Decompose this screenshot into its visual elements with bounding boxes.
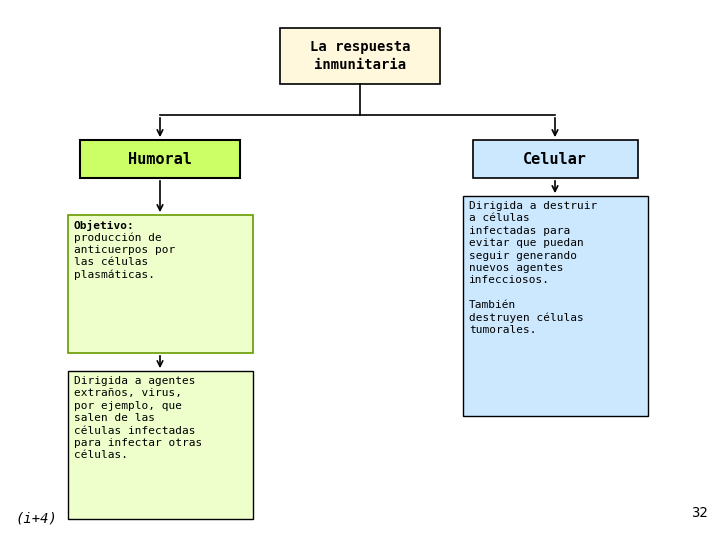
Text: plasmáticas.: plasmáticas. (74, 269, 155, 280)
Text: infecciosos.: infecciosos. (469, 275, 550, 286)
Text: por ejemplo, que: por ejemplo, que (74, 401, 182, 411)
Text: nuevos agentes: nuevos agentes (469, 263, 564, 273)
Text: anticuerpos por: anticuerpos por (74, 245, 175, 255)
Text: Dirigida a agentes: Dirigida a agentes (74, 376, 196, 386)
Bar (68, 215, 253, 353)
Bar (463, 196, 648, 416)
Bar (68, 371, 253, 519)
Text: seguir generando: seguir generando (469, 251, 577, 261)
Text: a células: a células (469, 213, 530, 224)
Bar (280, 28, 440, 84)
Text: infectadas para: infectadas para (469, 226, 570, 236)
Text: 32: 32 (691, 506, 708, 520)
Text: células.: células. (74, 450, 128, 461)
Text: También: También (469, 300, 516, 310)
Bar (80, 140, 240, 178)
Text: producción de: producción de (74, 232, 162, 243)
Text: Humoral: Humoral (128, 152, 192, 166)
Text: tumorales.: tumorales. (469, 325, 536, 335)
Text: destruyen células: destruyen células (469, 313, 584, 323)
Text: Celular: Celular (523, 152, 587, 166)
Text: salen de las: salen de las (74, 413, 155, 423)
Text: La respuesta
inmunitaria: La respuesta inmunitaria (310, 40, 410, 72)
Text: para infectar otras: para infectar otras (74, 438, 202, 448)
Text: (i+4): (i+4) (15, 511, 57, 525)
Text: células infectadas: células infectadas (74, 426, 196, 436)
Bar (473, 140, 638, 178)
Text: Objetivo:: Objetivo: (74, 220, 135, 231)
Text: extraños, virus,: extraños, virus, (74, 388, 182, 399)
Text: las células: las células (74, 257, 148, 267)
Text: evitar que puedan: evitar que puedan (469, 238, 584, 248)
Text: Dirigida a destruir: Dirigida a destruir (469, 201, 598, 211)
